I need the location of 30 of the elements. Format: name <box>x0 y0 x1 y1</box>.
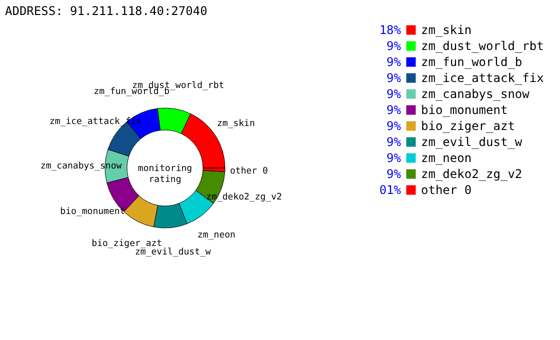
data-label: 9% <box>386 151 402 165</box>
legend-label: zm_neon <box>421 151 472 165</box>
legend-label: other 0 <box>421 183 472 197</box>
data-label: 9% <box>386 87 402 101</box>
data-label: 9% <box>386 103 402 117</box>
legend-label: bio_ziger_azt <box>421 119 515 133</box>
data-label: 9% <box>386 119 402 133</box>
slice-label: zm_neon <box>198 230 236 240</box>
legend-label: zm_dust_world_rbt <box>421 39 544 53</box>
data-label: 9% <box>386 71 402 85</box>
data-label: 18% <box>379 23 402 37</box>
chart-subtitle: ADDRESS: 91.211.118.40:27040 <box>5 4 208 18</box>
legend-label: zm_fun_world_b <box>421 55 522 69</box>
data-label: 9% <box>386 167 402 181</box>
legend-label: zm_evil_dust_w <box>421 135 523 149</box>
data-label: 9% <box>386 135 402 149</box>
text: monitoring rating <box>138 164 192 185</box>
legend-label: zm_deko2_zg_v2 <box>421 167 522 181</box>
slice-label: zm_evil_dust_w <box>134 248 212 258</box>
data-label: 01% <box>379 183 402 197</box>
legend-label: zm_skin <box>421 23 472 37</box>
data-label: 9% <box>386 55 402 69</box>
slice-label: bio_monument <box>60 206 126 217</box>
legend-label: zm_ice_attack_fix <box>421 71 544 85</box>
data-label: 9% <box>386 39 402 53</box>
slice-label: other 0 <box>230 166 268 177</box>
legend-label: bio_monument <box>421 103 508 117</box>
slice-label: zm_skin <box>216 118 255 129</box>
slice-label: bio_ziger_azt <box>92 238 162 249</box>
legend-label: zm_canabys_snow <box>421 87 530 101</box>
